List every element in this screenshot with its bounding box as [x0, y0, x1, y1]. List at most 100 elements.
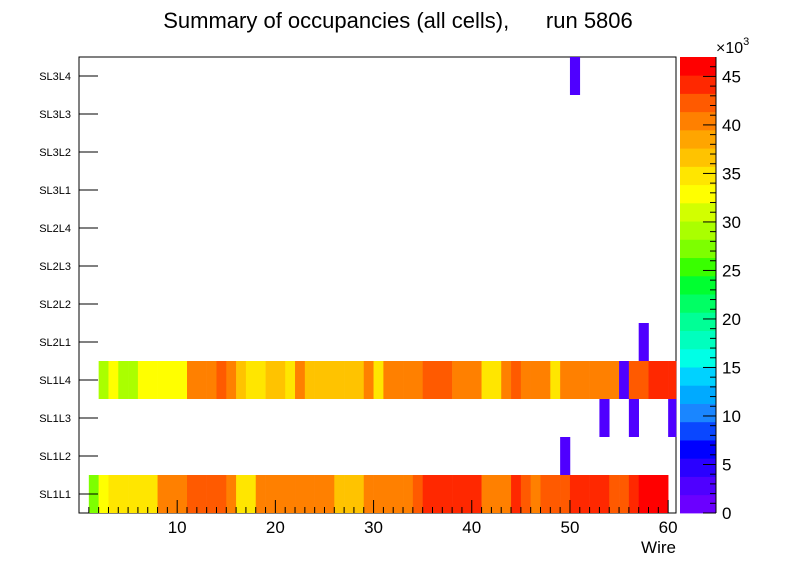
heat-cell-sl1l1-w12	[196, 475, 207, 513]
y-label-sl2l2: SL2L2	[39, 299, 71, 311]
color-scale-band-11	[680, 294, 716, 313]
heat-cell-sl1l4-w37	[442, 361, 453, 399]
color-scale-label-20: 20	[722, 310, 741, 329]
heat-cell-sl1l1-w28	[353, 475, 365, 513]
heat-cell-sl1l1-w51	[579, 475, 590, 513]
heat-cell-sl1l1-w21	[285, 475, 296, 513]
heat-cell-sl1l4-w52	[589, 361, 600, 399]
color-scale-band-0	[680, 494, 716, 514]
heat-cell-sl1l4-w18	[255, 361, 266, 399]
heat-cell-sl1l1-w34	[412, 475, 423, 513]
heat-cell-sl1l1-w31	[383, 475, 394, 513]
y-label-sl2l3: SL2L3	[39, 261, 71, 273]
heat-cell-sl1l4-w26	[334, 361, 345, 399]
y-label-sl1l2: SL1L2	[39, 451, 71, 463]
heat-cell-sl1l4-w31	[383, 361, 394, 399]
heat-cell-sl1l4-w53	[599, 361, 610, 399]
heat-cell-sl1l1-w33	[403, 475, 414, 513]
x-label-20: 20	[266, 518, 285, 537]
x-label-40: 40	[462, 518, 481, 537]
heat-cell-sl1l4-w27	[344, 361, 355, 399]
heat-cell-sl1l1-w50	[569, 475, 581, 513]
heat-cell-sl1l2-w49	[560, 437, 571, 475]
color-scale-band-18	[680, 166, 716, 186]
heat-cell-sl1l1-w42	[491, 475, 502, 513]
heat-cell-sl1l4-w41	[481, 361, 492, 399]
heat-cell-sl1l4-w30	[373, 361, 384, 399]
color-scale-band-16	[680, 202, 716, 222]
heat-cell-sl1l4-w42	[491, 361, 502, 399]
color-scale-band-3	[680, 440, 716, 459]
heat-cell-sl1l4-w5	[128, 361, 139, 399]
heat-cell-sl1l1-w52	[589, 475, 600, 513]
heat-cell-sl1l1-w59	[658, 475, 669, 513]
heat-cell-sl1l4-w55	[619, 361, 630, 399]
heat-cell-sl1l4-w12	[196, 361, 207, 399]
heat-cell-sl1l1-w43	[501, 475, 512, 513]
heat-cell-sl1l1-w44	[511, 475, 522, 513]
heat-cell-sl1l1-w47	[540, 475, 551, 513]
y-label-sl3l1: SL3L1	[39, 185, 71, 197]
y-label-sl1l3: SL1L3	[39, 413, 71, 425]
color-scale-band-15	[680, 221, 716, 240]
heat-cell-sl1l1-w41	[481, 475, 492, 513]
color-scale-band-20	[680, 129, 716, 149]
heat-cell-sl1l1-w35	[422, 475, 433, 513]
heat-cell-sl1l1-w48	[550, 475, 561, 513]
color-scale-label-40: 40	[722, 116, 741, 135]
color-scale-band-4	[680, 421, 716, 441]
color-scale-band-7	[680, 367, 716, 386]
color-scale-band-14	[680, 239, 716, 259]
heat-cell-sl1l1-w38	[452, 475, 463, 513]
color-scale-label-15: 15	[722, 359, 741, 378]
plot-frame	[78, 56, 677, 514]
heat-cell-sl1l4-w29	[363, 361, 374, 399]
heat-cell-sl1l1-w7	[147, 475, 158, 513]
heat-cell-sl1l1-w39	[461, 475, 473, 513]
color-scale-band-21	[680, 111, 716, 131]
heat-cell-sl1l1-w18	[255, 475, 266, 513]
heat-cell-sl1l1-w2	[98, 475, 109, 513]
heat-cell-sl1l4-w57	[638, 361, 649, 399]
color-scale-label-45: 45	[722, 67, 741, 86]
color-scale-label-10: 10	[722, 407, 741, 426]
heat-cell-sl3l4-w50	[569, 57, 581, 95]
heat-cell-sl1l4-w25	[324, 361, 335, 399]
y-label-sl3l3: SL3L3	[39, 109, 71, 121]
heat-cell-sl1l1-w27	[344, 475, 355, 513]
heat-cell-sl1l4-w47	[540, 361, 551, 399]
heat-cell-sl1l1-w58	[648, 475, 659, 513]
heat-cell-sl1l1-w5	[128, 475, 139, 513]
heat-cell-sl1l4-w23	[304, 361, 315, 399]
color-scale-band-22	[680, 93, 716, 113]
y-label-sl1l4: SL1L4	[39, 375, 71, 387]
heat-cell-sl1l1-w36	[432, 475, 443, 513]
heat-cell-sl1l3-w56	[628, 399, 639, 437]
heat-cell-sl1l4-w4	[118, 361, 129, 399]
heatmap-cells	[88, 57, 677, 513]
color-scale-band-12	[680, 275, 716, 295]
heat-cell-sl1l1-w37	[442, 475, 453, 513]
color-scale-band-9	[680, 330, 716, 350]
heat-cell-sl1l4-w44	[511, 361, 522, 399]
heat-cell-sl1l4-w2	[98, 361, 109, 399]
heat-cell-sl1l4-w49	[560, 361, 571, 399]
color-scale-band-6	[680, 385, 716, 404]
x-label-10: 10	[168, 518, 187, 537]
color-scale-label-30: 30	[722, 213, 741, 232]
multiplier-text: ×10	[716, 40, 743, 57]
x-axis-label: Wire	[641, 538, 676, 557]
heat-cell-sl1l4-w54	[609, 361, 620, 399]
heat-cell-sl1l1-w57	[638, 475, 649, 513]
color-scale-label-35: 35	[722, 164, 741, 183]
heat-cell-sl1l4-w43	[501, 361, 512, 399]
heat-cell-sl1l4-w22	[295, 361, 306, 399]
heat-cell-sl1l1-w17	[245, 475, 257, 513]
multiplier-exponent: 3	[743, 36, 749, 48]
heat-cell-sl1l4-w39	[461, 361, 473, 399]
color-scale-band-23	[680, 75, 716, 94]
heat-cell-sl1l4-w34	[412, 361, 423, 399]
heat-cell-sl1l4-w50	[569, 361, 581, 399]
heat-cell-sl1l1-w46	[530, 475, 541, 513]
heat-cell-sl1l4-w33	[403, 361, 414, 399]
